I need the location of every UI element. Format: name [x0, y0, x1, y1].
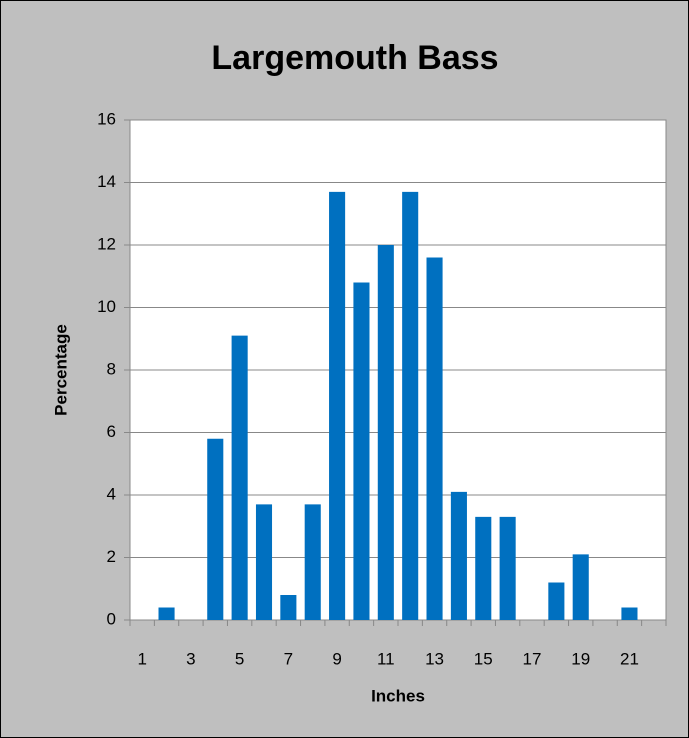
- x-tick-label: 9: [332, 649, 341, 668]
- x-tick-label: 1: [137, 649, 146, 668]
- x-axis-label: Inches: [371, 686, 425, 705]
- bar: [280, 595, 297, 620]
- x-tick-label: 15: [474, 649, 493, 668]
- bar: [353, 282, 370, 620]
- bar: [450, 491, 467, 620]
- x-tick-label: 11: [377, 649, 395, 668]
- y-tick-label: 14: [97, 172, 116, 191]
- bar: [621, 607, 638, 620]
- bar: [231, 335, 248, 620]
- bar: [255, 504, 273, 620]
- y-axis-label: Percentage: [51, 324, 70, 416]
- bar: [329, 191, 346, 620]
- bar: [499, 516, 516, 620]
- bar: [548, 582, 565, 620]
- x-tick-label: 7: [284, 649, 293, 668]
- y-tick-label: 6: [107, 422, 116, 441]
- x-tick-label: 17: [523, 649, 542, 668]
- bar: [304, 504, 321, 620]
- y-tick-label: 16: [97, 109, 116, 128]
- bar: [572, 554, 589, 620]
- y-tick-label: 2: [107, 547, 116, 566]
- y-tick-label: 12: [97, 234, 116, 253]
- x-tick-label: 13: [425, 649, 444, 668]
- y-tick-label: 10: [97, 297, 116, 316]
- x-tick-label: 19: [571, 649, 590, 668]
- y-tick-label: 8: [107, 359, 116, 378]
- x-tick-label: 21: [620, 649, 639, 668]
- chart-title: Largemouth Bass: [211, 39, 498, 77]
- y-tick-label: 4: [107, 484, 116, 503]
- bar: [426, 257, 443, 620]
- y-tick-label: 0: [107, 609, 116, 628]
- bar: [207, 438, 224, 620]
- x-tick-label: 3: [186, 649, 195, 668]
- bar: [402, 191, 419, 620]
- x-tick-label: 5: [235, 649, 244, 668]
- bar: [377, 245, 394, 620]
- bar: [158, 607, 175, 620]
- bar: [475, 516, 492, 620]
